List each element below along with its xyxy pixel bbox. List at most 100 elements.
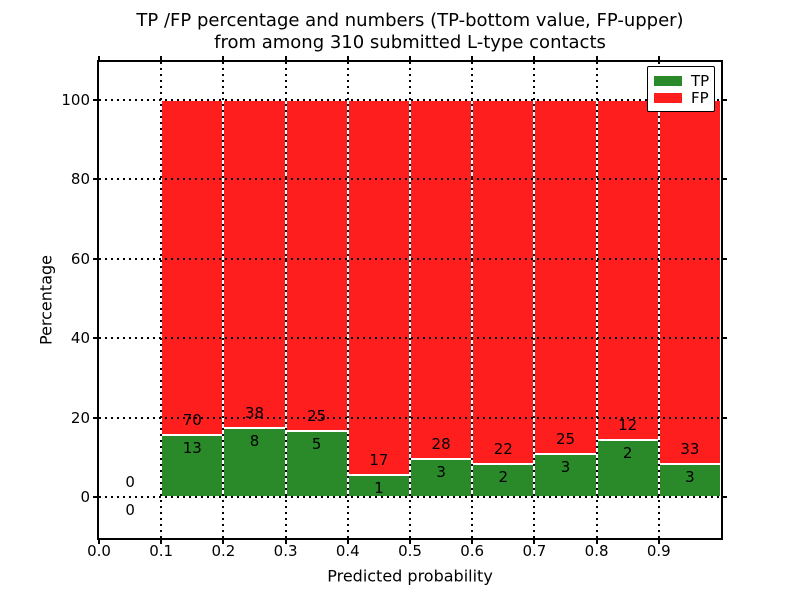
y-tick-mark [93, 257, 99, 260]
y-tick-mark-right [721, 257, 727, 260]
x-tick-label: 0.3 [273, 542, 298, 560]
fp-count-label: 33 [680, 439, 700, 458]
vertical-gridline [284, 62, 287, 538]
fp-bar-segment [161, 100, 224, 435]
vertical-gridline [222, 62, 225, 538]
y-tick-mark-right [721, 178, 727, 181]
fp-bar-segment [596, 100, 659, 441]
x-tick-label: 0.2 [211, 542, 236, 560]
fp-bar-segment [658, 100, 721, 464]
tp-bar-segment [161, 434, 224, 497]
chart-title-line1: TP /FP percentage and numbers (TP-bottom… [136, 10, 684, 31]
tp-count-label: 3 [436, 462, 446, 481]
x-tick-mark-top [284, 56, 287, 62]
vertical-gridline [346, 62, 349, 538]
x-tick-mark [346, 538, 349, 544]
vertical-gridline [533, 62, 536, 538]
y-tick-label: 80 [70, 170, 90, 189]
tp-count-label: 1 [374, 478, 384, 497]
fp-count-label: 38 [244, 403, 265, 422]
fp-count-label: 28 [431, 434, 451, 453]
y-tick-mark [93, 496, 99, 498]
x-tick-mark [222, 538, 225, 544]
fp-count-label: 25 [555, 430, 576, 449]
x-tick-mark [657, 538, 660, 544]
tp-count-label: 5 [311, 434, 322, 453]
y-tick-mark [93, 416, 99, 419]
x-tick-label: 0.0 [87, 542, 111, 560]
tp-count-label: 13 [182, 438, 202, 457]
x-tick-mark [409, 538, 411, 544]
x-tick-mark-top [595, 56, 598, 62]
y-tick-mark-right [721, 416, 727, 419]
fp-bar-segment [410, 100, 473, 459]
y-tick-mark-right [721, 496, 727, 498]
tp-bar-segment [223, 427, 286, 497]
x-tick-mark [98, 538, 100, 544]
x-tick-label: 0.6 [460, 542, 485, 560]
x-tick-mark-top [222, 56, 225, 62]
vertical-gridline [657, 62, 660, 538]
plot-area: TP FP 0 0 70 13 38 8 25 5 17 1 28 3 22 2 25 3 12 2 33 3 [99, 62, 721, 538]
y-tick-mark [93, 178, 99, 181]
x-tick-label: 0.7 [522, 542, 547, 560]
x-tick-mark-top [533, 56, 536, 62]
x-tick-label: 0.1 [149, 542, 174, 560]
y-tick-label: 40 [70, 329, 90, 348]
fp-count-label: 17 [369, 450, 389, 469]
tp-count-label: 0 [125, 501, 135, 519]
x-tick-mark [160, 538, 163, 544]
x-tick-mark-top [409, 56, 411, 62]
vertical-gridline [595, 62, 598, 538]
legend: TP FP [647, 66, 715, 112]
tp-count-label: 2 [498, 467, 509, 486]
fp-count-label: 70 [182, 410, 202, 429]
x-tick-mark-top [657, 56, 660, 62]
x-axis-label: Predicted probability [327, 566, 493, 586]
tp-legend-label: TP [691, 71, 710, 90]
y-tick-label: 100 [61, 91, 90, 109]
y-tick-label: 20 [70, 408, 90, 427]
tp-count-label: 8 [249, 431, 260, 450]
fp-legend-label: FP [691, 88, 709, 107]
x-tick-label: 0.9 [646, 542, 671, 560]
y-tick-mark [93, 99, 99, 101]
fp-count-label: 25 [307, 406, 327, 425]
chart-title-line2: from among 310 submitted L-type contacts [214, 32, 606, 53]
x-tick-mark-top [160, 56, 163, 62]
vertical-gridline [409, 62, 411, 538]
vertical-gridline [160, 62, 163, 538]
tp-count-label: 3 [560, 458, 571, 477]
y-tick-label: 60 [70, 249, 90, 268]
y-tick-label: 0 [80, 488, 90, 506]
tp-legend-swatch [654, 75, 682, 86]
x-tick-label: 0.8 [584, 542, 609, 560]
x-tick-label: 0.5 [398, 542, 422, 560]
x-tick-mark-top [346, 56, 349, 62]
fp-bar-segment [534, 100, 597, 455]
x-tick-mark [471, 538, 474, 544]
fp-count-label: 22 [493, 439, 513, 458]
x-tick-mark-top [98, 56, 100, 62]
x-tick-mark [284, 538, 287, 544]
tp-count-label: 2 [622, 444, 633, 463]
vertical-gridline [471, 62, 474, 538]
fp-legend-swatch [654, 92, 682, 103]
tp-count-label: 3 [685, 467, 695, 486]
fp-bar-segment [223, 100, 286, 428]
x-tick-mark [595, 538, 598, 544]
y-tick-mark [93, 337, 99, 340]
legend-item-fp: FP [654, 89, 714, 106]
fp-count-label: 0 [125, 473, 135, 491]
x-tick-mark [533, 538, 536, 544]
x-tick-mark-top [471, 56, 474, 62]
legend-item-tp: TP [654, 72, 714, 89]
fp-bar-segment [285, 100, 348, 431]
fp-bar-segment [347, 100, 410, 475]
y-tick-mark-right [721, 337, 727, 340]
fp-count-label: 12 [618, 416, 638, 435]
x-tick-label: 0.4 [335, 542, 360, 560]
y-tick-mark-right [721, 99, 727, 101]
fp-bar-segment [472, 100, 535, 464]
